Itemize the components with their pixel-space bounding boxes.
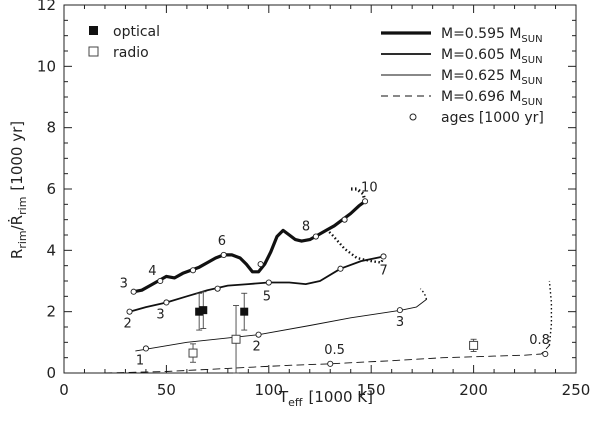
age-label: 4 — [148, 264, 156, 279]
x-tick-label: 50 — [157, 381, 176, 399]
series-4: 0.5 0.8 — [104, 280, 553, 374]
x-tick-label: 100 — [254, 381, 283, 399]
age-marker — [265, 279, 272, 286]
x-tick-label: 200 — [459, 381, 488, 399]
age-label: 3 — [120, 277, 128, 292]
y-tick-label: 0 — [46, 364, 56, 382]
radio-point — [231, 305, 241, 374]
age-marker — [189, 267, 197, 274]
age-marker — [220, 251, 227, 258]
y-tick-label: 2 — [46, 303, 56, 321]
age-marker — [312, 233, 319, 240]
x-axis-label: Teff [1000 K] — [278, 388, 373, 409]
y-axis-label: Rrim/Ṙrim[1000 yr] — [7, 121, 29, 259]
y-tick-label: 8 — [46, 119, 56, 137]
age-label: 3 — [156, 307, 164, 322]
age-label: 6 — [218, 234, 226, 249]
age-label: 10 — [361, 180, 378, 195]
age-marker — [163, 299, 170, 306]
series-dotted-tail — [325, 228, 385, 264]
age-marker — [214, 285, 221, 292]
age-label: 2 — [253, 340, 261, 355]
y-tick-label: 10 — [37, 57, 56, 75]
series-layer: 3 4 6 8 10 2 3 5 7 1 2 3 0.5 0.8 — [104, 180, 553, 374]
series-line — [128, 255, 385, 313]
series-dotted-tail — [548, 280, 553, 346]
legend-label-filled-square: optical — [113, 24, 160, 40]
y-tick-label: 12 — [37, 0, 56, 14]
series-1: 3 4 6 8 10 — [120, 180, 378, 295]
radio-marker — [231, 334, 241, 344]
age-marker — [542, 350, 549, 358]
age-marker — [396, 307, 403, 314]
x-tick-label: 250 — [562, 381, 591, 399]
radio-marker — [469, 340, 479, 350]
optical-point — [195, 292, 204, 331]
legend-label-dashed: M=0.696 MSUN — [441, 89, 543, 108]
optical-marker — [240, 307, 249, 316]
age-marker — [362, 198, 369, 205]
optical-point — [199, 291, 208, 329]
age-marker — [142, 345, 149, 352]
optical-marker — [195, 307, 204, 316]
y-tick-label: 4 — [46, 241, 56, 259]
radio-point — [188, 343, 198, 363]
age-label: 2 — [124, 317, 132, 332]
age-marker — [341, 216, 348, 223]
age-label: 8 — [302, 220, 310, 235]
legend-label-thin: M=0.625 MSUN — [441, 68, 543, 87]
age-label: 0.8 — [529, 333, 550, 348]
series-line — [132, 199, 367, 294]
observed-points — [188, 291, 479, 374]
radio-marker — [188, 348, 198, 358]
x-tick-label: 150 — [357, 381, 386, 399]
age-label: 1 — [136, 353, 144, 368]
legend-left: optical radio — [88, 24, 160, 61]
legend-label-circle: ages [1000 yr] — [441, 110, 544, 126]
series-2: 2 3 5 7 — [124, 228, 388, 332]
y-tick-label: 6 — [46, 180, 56, 198]
age-label: 0.5 — [324, 343, 345, 358]
age-marker — [257, 261, 264, 268]
series-3: 1 2 3 — [135, 288, 428, 368]
age-marker — [255, 331, 262, 338]
legend-age-marker — [409, 113, 417, 121]
series-line — [104, 344, 550, 374]
age-marker — [337, 265, 344, 272]
age-marker — [327, 360, 334, 367]
optical-marker — [199, 306, 208, 315]
age-label: 3 — [396, 315, 404, 330]
legend-label-medium: M=0.605 MSUN — [441, 47, 543, 66]
age-label: 7 — [379, 263, 387, 278]
legend-label-thick: M=0.595 MSUN — [441, 26, 543, 45]
series-line — [135, 298, 427, 352]
age-marker — [380, 253, 387, 260]
series-dotted-tail — [419, 288, 428, 300]
optical-point — [240, 292, 249, 331]
legend-right: M=0.595 MSUN M=0.605 MSUN M=0.625 MSUN M=0.… — [381, 26, 544, 126]
age-marker — [130, 288, 137, 295]
age-marker — [157, 277, 164, 285]
age-label: 5 — [263, 290, 271, 305]
age-marker — [126, 308, 133, 315]
radio-point — [469, 338, 479, 352]
legend-marker-filled-square — [89, 26, 98, 35]
legend-label-open-square: radio — [113, 45, 149, 61]
x-tick-label: 0 — [59, 381, 69, 399]
legend-marker-open-square — [88, 46, 99, 57]
